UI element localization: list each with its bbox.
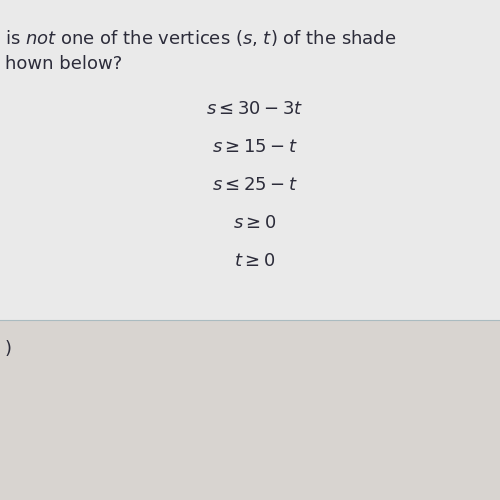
Text: $t \geq 0$: $t \geq 0$ (234, 252, 276, 270)
Bar (0, 0, 500, 320)
Text: $s \leq 30 - 3t$: $s \leq 30 - 3t$ (206, 100, 304, 118)
Text: $s \leq 25 - t$: $s \leq 25 - t$ (212, 176, 298, 194)
Text: $s \geq 15 - t$: $s \geq 15 - t$ (212, 138, 298, 156)
Text: hown below?: hown below? (5, 55, 122, 73)
Text: ): ) (5, 340, 12, 358)
Text: $s \geq 0$: $s \geq 0$ (233, 214, 277, 232)
Text: is $\it{not}$ one of the vertices ($s$, $t$) of the shade: is $\it{not}$ one of the vertices ($s$, … (5, 28, 396, 48)
Bar (0, 320, 500, 500)
